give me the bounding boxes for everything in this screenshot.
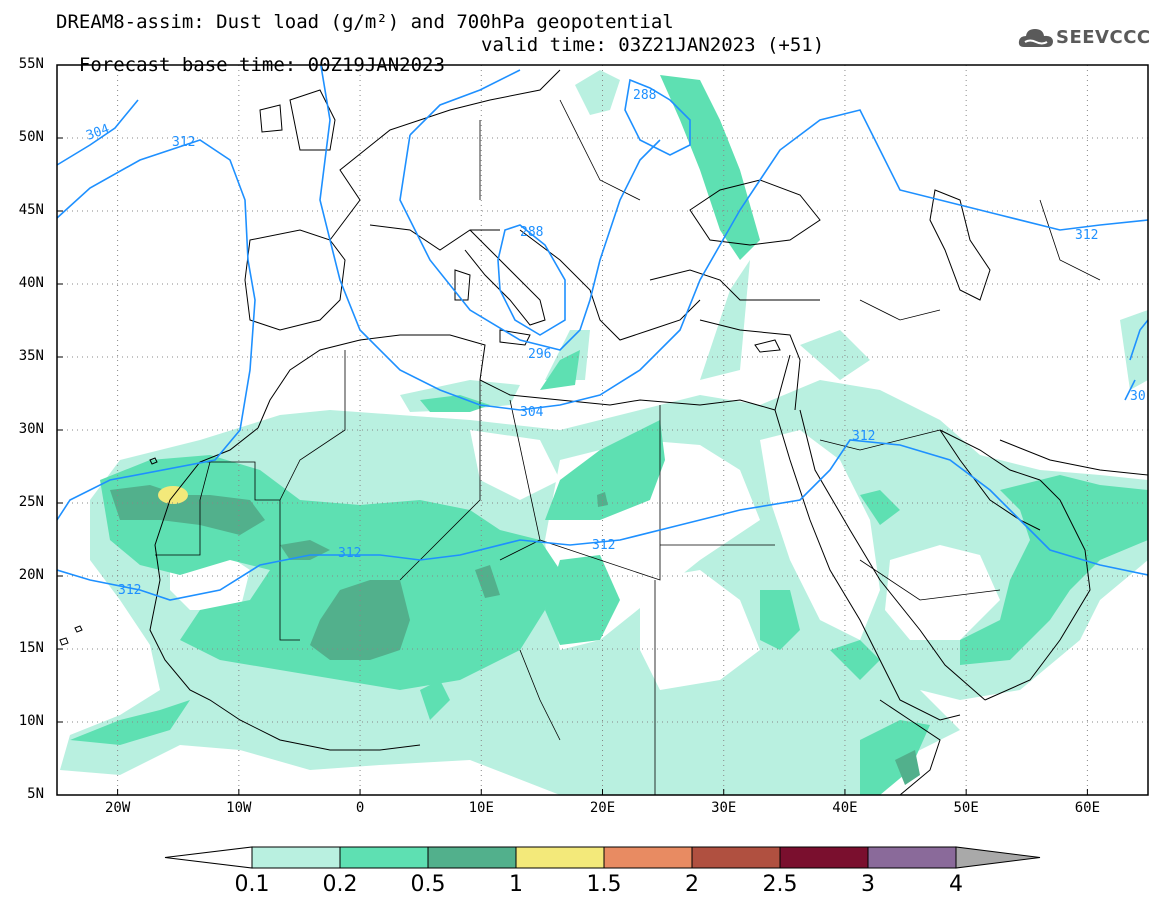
contour-label: 312: [852, 429, 875, 444]
contour-label: 312: [338, 546, 361, 561]
coastlines: [59, 69, 1148, 795]
colorbar-label: 0.1: [234, 872, 270, 897]
borders: [155, 99, 1101, 795]
lon-label: 30E: [711, 800, 737, 816]
contour-labels: 304 312 288 288 296 304 312 312 312 312 …: [84, 88, 1145, 598]
colorbar-swatch: [691, 846, 781, 869]
lon-label: 20W: [104, 800, 131, 816]
lon-label: 10E: [468, 800, 494, 816]
colorbar-label: 1: [509, 872, 523, 897]
lat-label: 20N: [18, 567, 44, 583]
contour-label: 304: [84, 122, 111, 144]
contour-label: 288: [520, 225, 543, 240]
lat-label: 35N: [18, 348, 44, 364]
colorbar-swatch: [251, 846, 341, 869]
lat-label: 10N: [18, 713, 44, 729]
colorbar-label: 1.5: [586, 872, 622, 897]
lat-label: 5N: [27, 786, 44, 802]
lat-label: 15N: [18, 640, 44, 656]
colorbar-label: 3: [861, 872, 875, 897]
dust-peak: [158, 486, 188, 504]
lat-label: 25N: [18, 494, 44, 510]
logo-text: SEEVCCC: [1056, 27, 1151, 48]
contour-label: 312: [172, 135, 195, 150]
lon-label: 40E: [832, 800, 858, 816]
lat-label: 30N: [18, 421, 44, 437]
axis-ticks: [57, 64, 1088, 796]
colorbar-label: 2: [685, 872, 699, 897]
dust-shading: [60, 70, 1148, 795]
contour-label: 312: [118, 583, 141, 598]
colorbar-swatch: [867, 846, 957, 869]
contour-label: 30: [1130, 389, 1146, 404]
colorbar-label: 0.2: [322, 872, 358, 897]
colorbar-label: 0.5: [410, 872, 446, 897]
lon-label: 20E: [589, 800, 616, 816]
lat-label: 55N: [18, 56, 44, 72]
map-title: DREAM8-assim: Dust load (g/m²) and 700hP…: [56, 11, 674, 33]
colorbar-swatch: [339, 846, 429, 869]
contour-label: 304: [520, 405, 544, 420]
lon-label: 10W: [226, 800, 252, 816]
colorbar-label: 4: [949, 872, 963, 897]
lon-label: 60E: [1074, 800, 1101, 816]
colorbar-over-arrow: [955, 846, 1041, 869]
valid-time-text: valid time: 03Z21JAN2023 (+51): [481, 34, 825, 56]
colorbar-swatch: [779, 846, 869, 869]
colorbar-swatch: [515, 846, 605, 869]
contour-label: 312: [1075, 228, 1098, 243]
lat-label: 45N: [18, 202, 44, 218]
dust-layer-light: [60, 70, 1148, 795]
colorbar-label: 2.5: [762, 872, 798, 897]
cloud-icon: [1018, 29, 1053, 47]
geopotential-contours: [57, 65, 1148, 601]
lon-label: 0: [355, 800, 365, 816]
lat-label: 40N: [18, 275, 44, 291]
graticule: [57, 65, 1148, 795]
contour-label: 312: [592, 538, 615, 553]
contour-label: 296: [528, 347, 551, 362]
colorbar-swatch: [427, 846, 517, 869]
colorbar: [164, 846, 1041, 869]
lon-label: 50E: [953, 800, 979, 816]
colorbar-swatch: [603, 846, 693, 869]
seevccc-logo: SEEVCCC: [1018, 25, 1158, 55]
contour-label: 288: [633, 88, 656, 103]
colorbar-under-arrow: [164, 846, 253, 869]
lat-label: 50N: [18, 129, 44, 145]
